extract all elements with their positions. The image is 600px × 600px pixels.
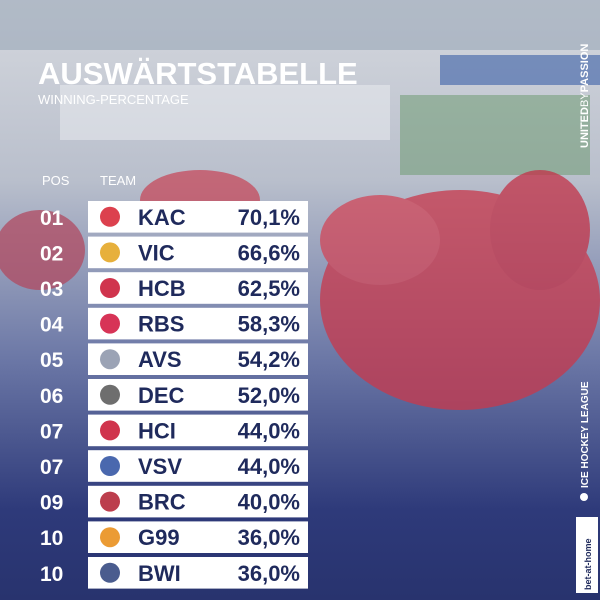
team: RBS xyxy=(138,312,184,337)
league-icon xyxy=(580,493,588,501)
sponsor-box xyxy=(576,517,598,593)
percentage: 36,0% xyxy=(238,525,300,550)
row-box xyxy=(88,414,308,447)
percentage: 52,0% xyxy=(238,383,300,408)
column-header: POS xyxy=(42,173,70,188)
row-box xyxy=(88,379,308,411)
team: G99 xyxy=(138,525,180,550)
team-logo xyxy=(100,206,120,227)
team-logo xyxy=(100,420,120,441)
percentage: 62,5% xyxy=(238,276,300,301)
board-ad xyxy=(60,85,390,140)
position: 02 xyxy=(40,242,63,265)
title: AUSWÄRTSTABELLE xyxy=(38,56,358,91)
table: 01 KAC 70,1% 02 VIC 66,6% 03 HCB 62,5% 04 RBS 58,3%… xyxy=(40,201,308,589)
percentage: 70,1% xyxy=(238,205,300,230)
column-header: TEAM xyxy=(100,173,136,188)
percentage: 44,0% xyxy=(238,454,300,479)
row-box xyxy=(88,236,308,269)
percentage: 40,0% xyxy=(238,490,300,515)
team-logo xyxy=(100,313,120,334)
team-logo xyxy=(100,491,120,512)
tagline-part: BY xyxy=(579,92,591,107)
board-ad-green xyxy=(400,95,590,175)
subtitle: WINNING-PERCENTAGE xyxy=(38,92,189,107)
players xyxy=(0,170,600,410)
row-box xyxy=(88,485,308,518)
team: DEC xyxy=(138,383,185,408)
league-text: ICE HOCKEY LEAGUE xyxy=(580,381,591,488)
tagline-text: UNITEDBYPASSION xyxy=(579,44,591,148)
percentage: 58,3% xyxy=(238,312,300,337)
team: VSV xyxy=(138,454,182,479)
team: BWI xyxy=(138,561,181,586)
team-logo xyxy=(100,242,120,263)
position: 10 xyxy=(40,527,63,550)
team: HCI xyxy=(138,418,176,443)
team-logo xyxy=(100,349,120,370)
position: 07 xyxy=(40,420,63,443)
row-box xyxy=(88,557,308,589)
team: KAC xyxy=(138,205,186,230)
position: 09 xyxy=(40,492,63,515)
row-box xyxy=(88,307,308,340)
tagline: UNITEDBYPASSION xyxy=(579,44,591,148)
team-logo xyxy=(100,527,120,548)
percentage: 36,0% xyxy=(238,561,300,586)
sponsor-text: bet-at-home xyxy=(583,539,593,591)
team: VIC xyxy=(138,240,175,265)
team: BRC xyxy=(138,490,186,515)
row-box xyxy=(88,272,308,304)
team-logo xyxy=(100,456,120,476)
tagline-part: UNITED xyxy=(579,107,591,148)
percentage: 54,2% xyxy=(238,347,300,372)
player xyxy=(320,195,440,285)
position: 04 xyxy=(40,314,64,337)
row-box xyxy=(88,343,308,375)
position: 01 xyxy=(40,207,64,230)
arena-top xyxy=(0,0,600,50)
position: 10 xyxy=(40,563,63,586)
tagline-part: PASSION xyxy=(579,44,591,93)
team-logo xyxy=(100,384,120,405)
player xyxy=(0,210,85,290)
position: 05 xyxy=(40,349,64,372)
team-logo xyxy=(100,562,120,583)
row-box xyxy=(88,450,308,482)
position: 03 xyxy=(40,278,63,301)
team-logo xyxy=(100,278,120,298)
position: 07 xyxy=(40,456,63,479)
row-box xyxy=(88,521,308,553)
percentage: 66,6% xyxy=(238,240,300,265)
team: HCB xyxy=(138,276,186,301)
percentage: 44,0% xyxy=(238,418,300,443)
position: 06 xyxy=(40,385,63,408)
row-box xyxy=(88,201,308,233)
player xyxy=(490,170,590,290)
board-ad-blue xyxy=(440,55,600,85)
team: AVS xyxy=(138,347,182,372)
